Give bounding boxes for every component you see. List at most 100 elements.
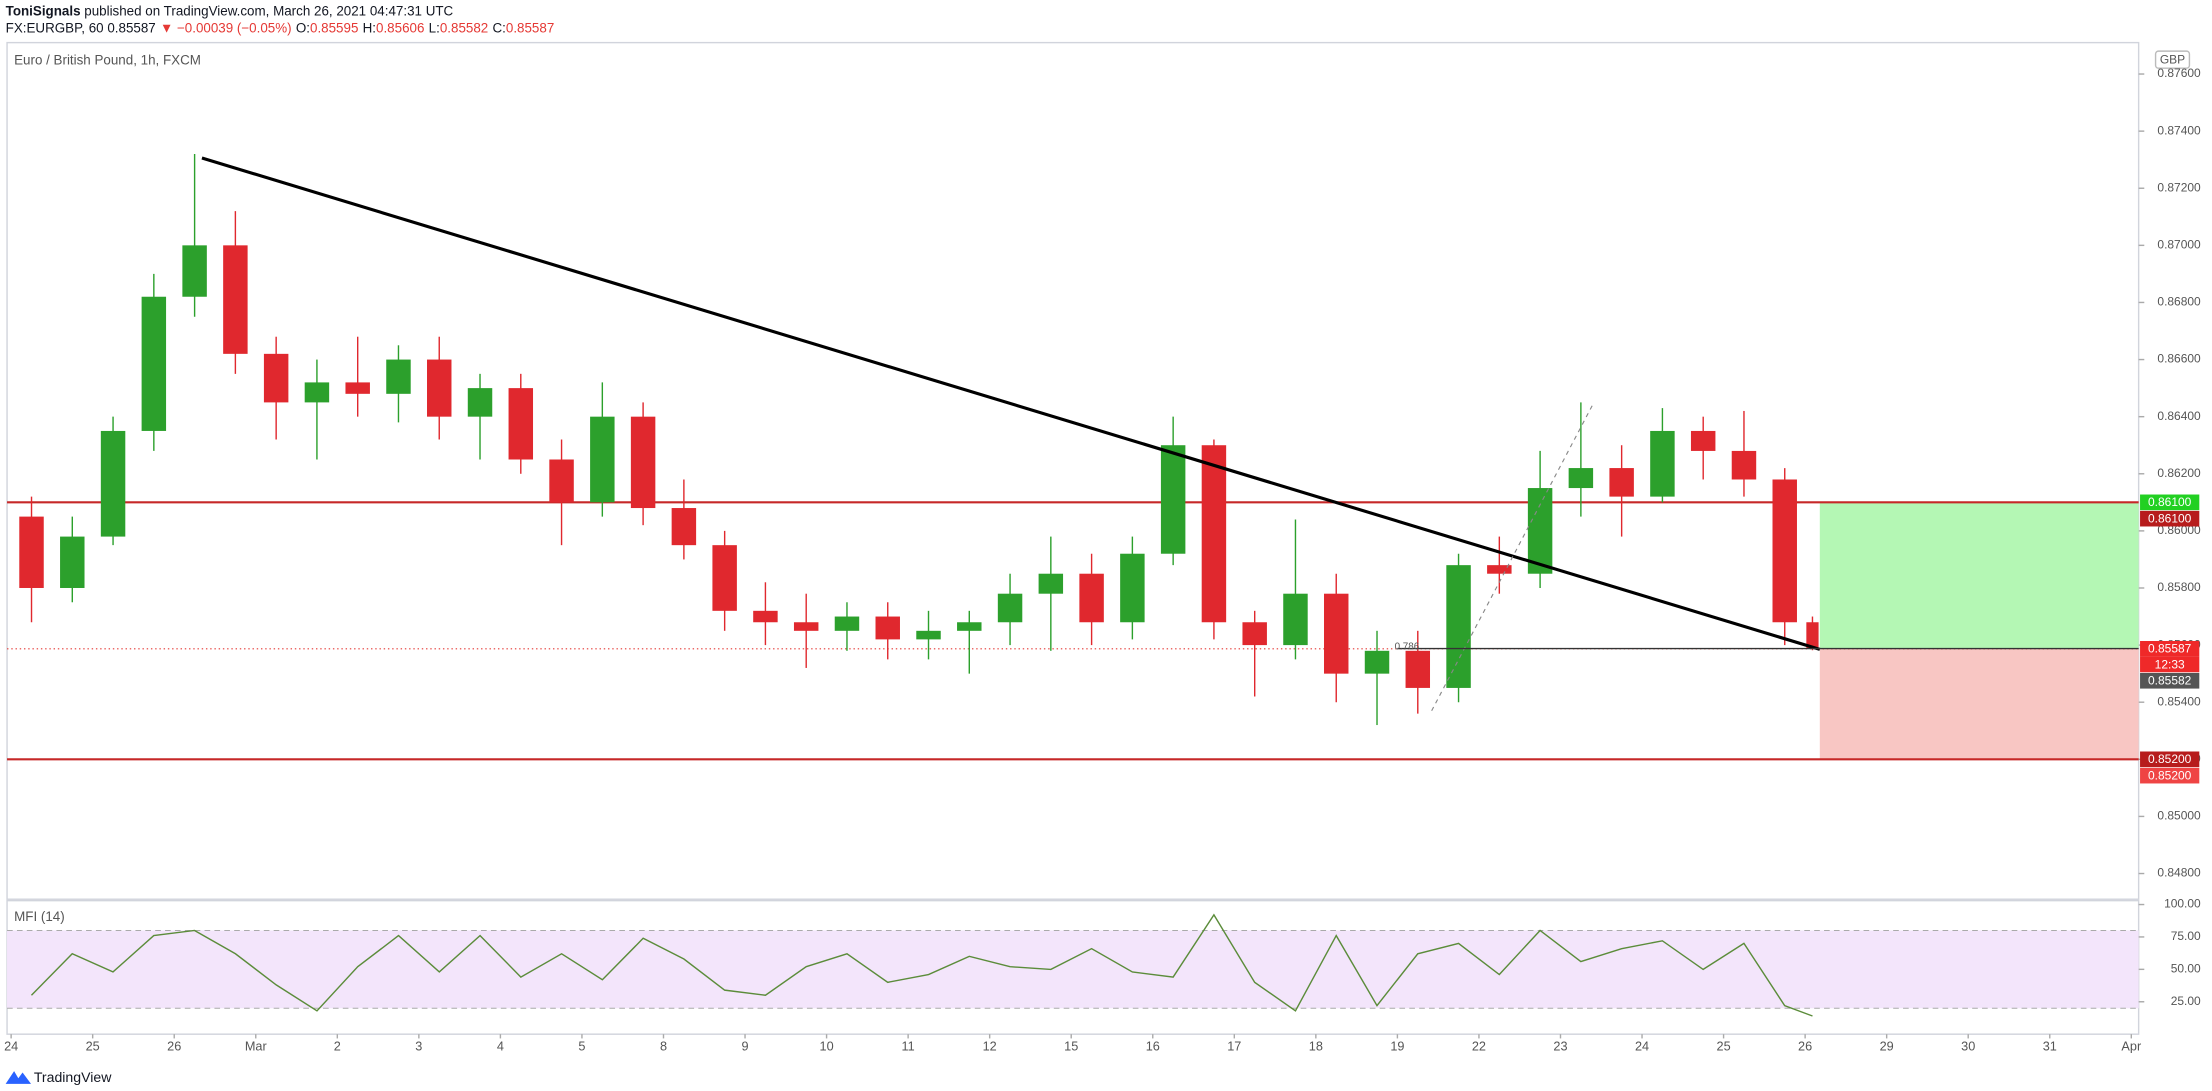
x-tick-label: 24 bbox=[4, 1038, 18, 1053]
x-tick-label: Apr bbox=[2121, 1038, 2142, 1053]
y-tick-label: 0.87200 bbox=[2157, 180, 2201, 194]
x-tick-label: 2 bbox=[334, 1038, 341, 1053]
candle-body bbox=[1609, 468, 1634, 497]
candle-body bbox=[182, 245, 207, 297]
candle-body bbox=[590, 416, 615, 503]
y-tick-label: 0.84800 bbox=[2157, 866, 2201, 880]
price-label: 0.85200 bbox=[2148, 769, 2192, 783]
price-label: 0.86100 bbox=[2148, 495, 2192, 509]
chart-title: Euro / British Pound, 1h, FXCM bbox=[14, 53, 201, 68]
candle-body bbox=[630, 416, 656, 509]
candle-body bbox=[1446, 565, 1471, 688]
price-label-box bbox=[2140, 672, 2200, 689]
candle-body bbox=[1731, 450, 1757, 480]
x-tick-label: 26 bbox=[1798, 1038, 1812, 1053]
x-tick-label: 22 bbox=[1472, 1038, 1486, 1053]
x-tick-label: 11 bbox=[902, 1038, 915, 1053]
quote-line: FX:EURGBP, 60 0.85587 ▼ −0.00039 (−0.05%)… bbox=[6, 20, 555, 35]
y-tick-label: 0.86800 bbox=[2157, 295, 2201, 309]
quote-part: 0.85595 bbox=[310, 20, 358, 35]
y-tick-label: 0.86200 bbox=[2157, 466, 2201, 480]
candle-body bbox=[1405, 650, 1431, 688]
quote-part: 0.85582 bbox=[440, 20, 488, 35]
quote-part: 0.85587 bbox=[506, 20, 554, 35]
price-label-box bbox=[2140, 494, 2200, 511]
price-label: 0.85200 bbox=[2148, 752, 2192, 766]
footer: TradingView bbox=[34, 1069, 112, 1085]
quote-part: O: bbox=[296, 20, 310, 35]
price-label: 0.85582 bbox=[2148, 674, 2192, 688]
candle-body bbox=[1772, 479, 1797, 623]
countdown: 12:33 bbox=[2155, 657, 2185, 671]
fib-label: 0.786 bbox=[1395, 642, 1420, 653]
price-label-box bbox=[2140, 510, 2200, 527]
candle-body bbox=[671, 508, 697, 546]
mfi-line bbox=[30, 913, 1813, 1017]
x-tick-label: 31 bbox=[2043, 1038, 2057, 1053]
candle-body bbox=[1324, 593, 1349, 674]
x-tick-label: 16 bbox=[1146, 1038, 1160, 1053]
quote-part: ▼ −0.00039 (−0.05%) bbox=[160, 20, 292, 35]
candle-body bbox=[1690, 430, 1716, 451]
currency-box bbox=[2154, 50, 2191, 69]
x-tick-label: 10 bbox=[820, 1038, 834, 1053]
main-pane bbox=[6, 41, 2140, 900]
candle-body bbox=[997, 593, 1023, 623]
x-tick-label: 3 bbox=[415, 1038, 422, 1053]
candle-body bbox=[875, 616, 900, 640]
candle-body bbox=[263, 353, 289, 403]
candle-body bbox=[345, 382, 370, 394]
loss-zone bbox=[1819, 648, 2139, 760]
candle-body bbox=[1364, 650, 1390, 674]
y-tick-label: 0.87000 bbox=[2157, 237, 2201, 251]
candle-body bbox=[712, 545, 737, 611]
y-tick-label: 0.85800 bbox=[2157, 580, 2201, 594]
price-label-box bbox=[2140, 751, 2200, 768]
candle-body bbox=[1806, 622, 1819, 649]
candle-body bbox=[1568, 468, 1594, 489]
candle-body bbox=[916, 630, 941, 640]
candle-body bbox=[427, 359, 452, 417]
x-tick-label: 23 bbox=[1553, 1038, 1567, 1053]
x-tick-label: 19 bbox=[1390, 1038, 1404, 1053]
x-tick-label: 15 bbox=[1064, 1038, 1078, 1053]
mfi-label: MFI (14) bbox=[14, 909, 65, 924]
candle-body bbox=[304, 382, 330, 403]
candle-body bbox=[141, 296, 167, 431]
candle-body bbox=[508, 388, 534, 460]
x-tick-label: 26 bbox=[167, 1038, 181, 1053]
mfi-tick-label: 100.00 bbox=[2164, 897, 2201, 911]
logo bbox=[5, 1071, 32, 1084]
profit-zone bbox=[1819, 502, 2139, 649]
x-tick-label: 9 bbox=[742, 1038, 749, 1053]
candle-body bbox=[1201, 445, 1227, 623]
quote-part: L: bbox=[429, 20, 440, 35]
candle-body bbox=[1283, 593, 1308, 646]
candle-body bbox=[753, 610, 778, 623]
quote-part: FX:EURGBP, 60 0.85587 bbox=[6, 20, 156, 35]
currency: GBP bbox=[2160, 53, 2185, 67]
fib-line bbox=[1431, 402, 1595, 712]
quote-part: H: bbox=[363, 20, 376, 35]
y-tick-label: 0.86600 bbox=[2157, 352, 2201, 366]
candle-body bbox=[549, 459, 574, 503]
x-tick-label: 17 bbox=[1227, 1038, 1241, 1053]
published: published on TradingView.com, March 26, … bbox=[81, 3, 454, 18]
price-label-box bbox=[2140, 767, 2200, 784]
y-tick-label: 0.87400 bbox=[2157, 123, 2201, 137]
x-tick-label: 25 bbox=[86, 1038, 100, 1053]
candle-body bbox=[1242, 622, 1267, 646]
candle-body bbox=[1487, 565, 1512, 574]
x-tick-label: 4 bbox=[497, 1038, 504, 1053]
candle-body bbox=[1160, 445, 1186, 554]
mfi-band bbox=[7, 930, 2139, 1009]
x-tick-label: 30 bbox=[1961, 1038, 1975, 1053]
candle-body bbox=[100, 430, 126, 537]
mfi-tick-label: 25.00 bbox=[2171, 994, 2201, 1008]
y-tick-label: 0.86000 bbox=[2157, 523, 2201, 537]
candle-body bbox=[1650, 430, 1675, 497]
x-tick-label: Mar bbox=[245, 1038, 268, 1053]
candle-body bbox=[467, 388, 493, 417]
candle-body bbox=[60, 536, 85, 588]
